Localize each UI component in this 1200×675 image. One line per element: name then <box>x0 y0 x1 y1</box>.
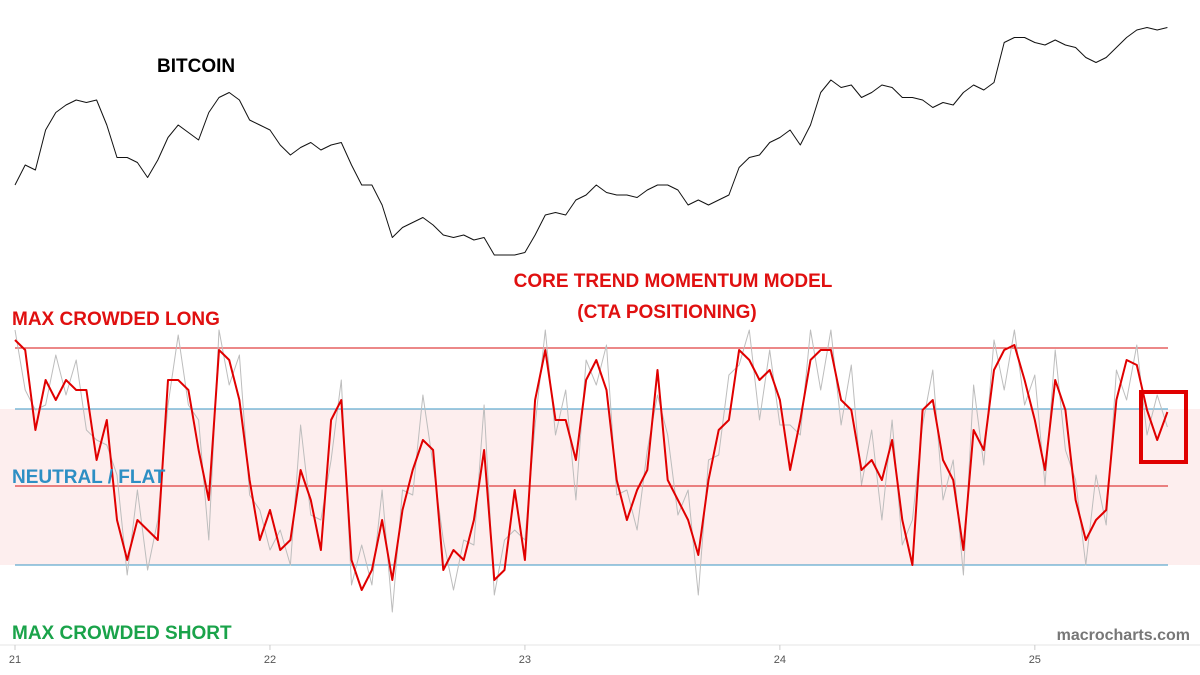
x-tick-label: 23 <box>519 654 531 666</box>
source: macrocharts.com <box>1057 627 1190 644</box>
neutral-band <box>0 409 1200 565</box>
series-label: BITCOIN <box>157 56 235 77</box>
chart-subtitle: (CTA POSITIONING) <box>577 302 756 323</box>
reference-label: MAX CROWDED SHORT <box>12 623 232 644</box>
series-line <box>14 329 1168 613</box>
x-tick-label: 22 <box>264 654 276 666</box>
chart-title: CORE TREND MOMENTUM MODEL <box>514 271 833 292</box>
x-tick-label: 25 <box>1029 654 1041 666</box>
reference-label: MAX CROWDED LONG <box>12 309 220 330</box>
reference-label: NEUTRAL / FLAT <box>12 467 166 488</box>
line-layer <box>14 27 1169 613</box>
series-line <box>14 339 1169 591</box>
highlight-box <box>1139 390 1188 464</box>
x-tick-label: 21 <box>9 654 21 666</box>
x-tick-label: 24 <box>774 654 786 666</box>
series-line <box>14 27 1168 256</box>
